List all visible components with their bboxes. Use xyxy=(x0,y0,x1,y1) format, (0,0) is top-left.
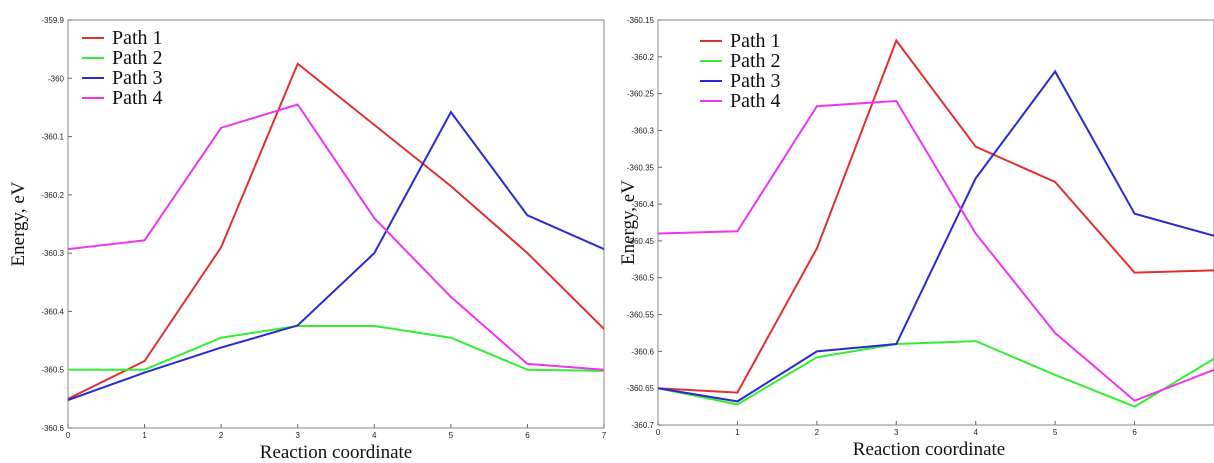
x-tick-label: 0 xyxy=(66,431,71,440)
legend-label: Path 1 xyxy=(730,30,781,52)
x-tick-label: 6 xyxy=(1132,428,1137,437)
y-tick-label: -360.6 xyxy=(41,424,64,433)
chart-panel-1: -359.9 -360 -360.1 -360.2 -360.3 -360.4 -360.5… xyxy=(8,16,607,463)
y-tick-label: -360.65 xyxy=(627,384,655,393)
y-tick-label: -360.6 xyxy=(631,347,654,356)
y-tick-label: -360.2 xyxy=(41,191,64,200)
x-tick-label: 3 xyxy=(894,428,899,437)
x-tick-label: 2 xyxy=(219,431,224,440)
y-tick-label: -360.3 xyxy=(41,249,64,258)
legend-label: Path 1 xyxy=(112,27,163,49)
y-tick-label: -360 xyxy=(48,74,65,83)
plot-frame xyxy=(67,19,605,429)
y-tick-label: -360.4 xyxy=(41,307,64,316)
y-axis-title: Energy, eV xyxy=(8,181,29,266)
series-line-path-4 xyxy=(658,99,1214,402)
legend-label: Path 4 xyxy=(730,90,781,112)
y-axis-title: Energy, eV xyxy=(618,180,639,265)
x-tick-label: 4 xyxy=(973,428,978,437)
legend-label: Path 3 xyxy=(112,67,163,89)
chart-panel-2: -360.15 -360.2 -360.25 -360.3 -360.35 -360.4 -… xyxy=(618,16,1214,460)
x-tick-label: 5 xyxy=(449,431,454,440)
x-tick-label: 2 xyxy=(815,428,820,437)
x-tick-label: 5 xyxy=(1053,428,1058,437)
series-line-path-4 xyxy=(68,103,604,371)
series-line-path-2 xyxy=(68,325,604,372)
y-tick-label: -360.2 xyxy=(631,53,654,62)
y-tick-label: -360.7 xyxy=(631,421,654,430)
series-line-path-1 xyxy=(68,62,604,400)
x-axis-title: Reaction coordinate xyxy=(260,442,412,463)
plot-frame xyxy=(657,19,1214,426)
series-line-path-3 xyxy=(658,69,1214,403)
y-tick-label: -359.9 xyxy=(41,16,64,25)
y-tick-label: -360.5 xyxy=(41,366,64,375)
series-line-path-1 xyxy=(658,38,1214,394)
series-line-path-2 xyxy=(658,340,1214,408)
y-tick-label: -360.5 xyxy=(631,274,654,283)
legend-label: Path 4 xyxy=(112,87,163,109)
x-tick-label: 4 xyxy=(372,431,377,440)
legend-label: Path 2 xyxy=(730,50,781,72)
y-tick-label: -360.3 xyxy=(631,126,654,135)
x-tick-label: 0 xyxy=(656,428,661,437)
series-line-path-3 xyxy=(68,110,604,401)
y-tick-label: -360.55 xyxy=(627,311,655,320)
y-tick-label: -360.4 xyxy=(631,200,654,209)
x-axis-title: Reaction coordinate xyxy=(853,439,1005,460)
x-tick-label: 1 xyxy=(142,431,147,440)
legend-label: Path 2 xyxy=(112,47,163,69)
x-tick-label: 1 xyxy=(735,428,740,437)
legend-label: Path 3 xyxy=(730,70,781,92)
x-tick-label: 3 xyxy=(295,431,300,440)
y-tick-label: -360.45 xyxy=(627,237,655,246)
x-tick-label: 7 xyxy=(602,431,607,440)
y-tick-label: -360.15 xyxy=(627,16,655,25)
y-tick-label: -360.35 xyxy=(627,163,655,172)
x-tick-label: 6 xyxy=(525,431,530,440)
y-tick-label: -360.25 xyxy=(627,90,655,99)
y-tick-label: -360.1 xyxy=(41,133,64,142)
